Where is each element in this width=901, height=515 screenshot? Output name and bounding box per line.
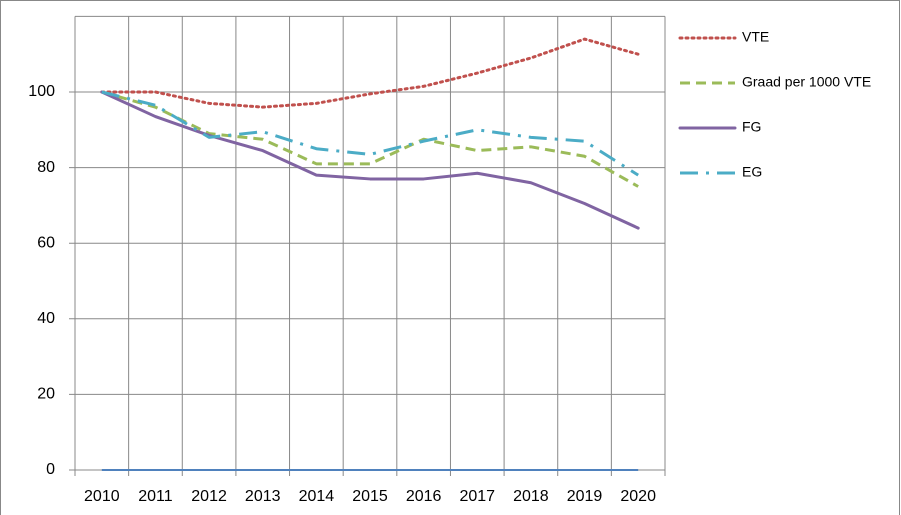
series-line: [100, 37, 640, 109]
x-tick-label: 2010: [84, 488, 120, 505]
y-tick-label: 60: [37, 234, 55, 251]
x-tick-label: 2014: [299, 488, 335, 505]
x-tick-label: 2017: [459, 488, 495, 505]
x-tick-label: 2018: [513, 488, 549, 505]
x-tick-label: 2016: [406, 488, 442, 505]
legend-label: EG: [742, 164, 762, 180]
legend-label: Graad per 1000 VTE: [742, 74, 871, 90]
x-tick-label: 2019: [567, 488, 603, 505]
legend-label: FG: [742, 119, 761, 135]
x-tick-label: 2020: [620, 488, 656, 505]
x-tick-label: 2012: [191, 488, 227, 505]
x-tick-label: 2015: [352, 488, 388, 505]
y-tick-label: 40: [37, 310, 55, 327]
series-line: [101, 90, 639, 188]
y-tick-label: 20: [37, 386, 55, 403]
y-tick-label: 80: [37, 159, 55, 176]
legend-label: VTE: [742, 29, 769, 45]
x-tick-label: 2013: [245, 488, 281, 505]
series-line: [100, 90, 640, 230]
y-tick-label: 100: [28, 83, 55, 100]
x-tick-label: 2011: [138, 488, 173, 505]
y-tick-label: 0: [46, 461, 55, 478]
